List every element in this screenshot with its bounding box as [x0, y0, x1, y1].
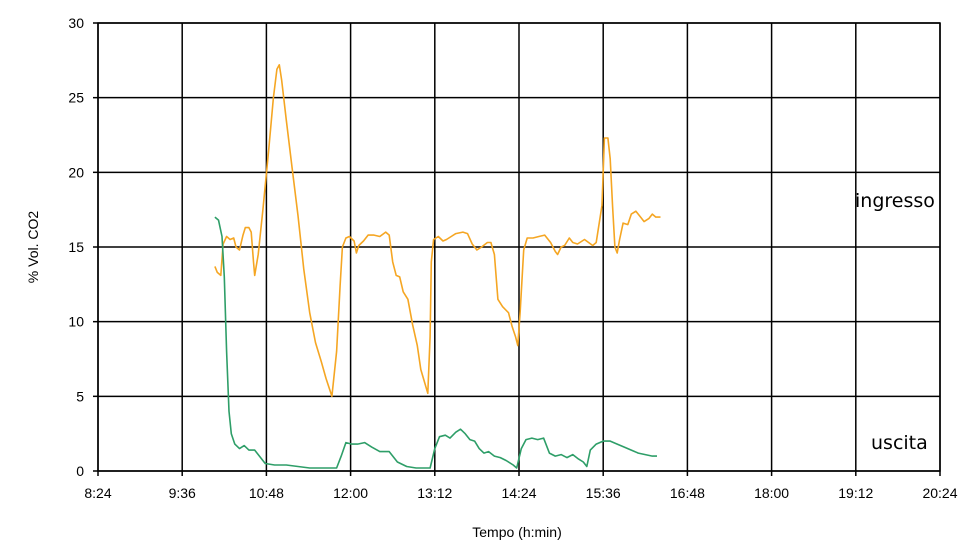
y-tick-label: 5 — [76, 388, 84, 404]
x-tick-label: 18:00 — [754, 485, 789, 501]
y-tick-label: 25 — [68, 90, 84, 106]
series-layer — [214, 64, 661, 469]
x-tick-label: 20:24 — [922, 485, 957, 501]
series-label-uscita: uscita — [871, 432, 928, 454]
y-tick-label: 20 — [68, 164, 84, 180]
x-tick-label: 10:48 — [249, 485, 284, 501]
x-tick-label: 12:00 — [333, 485, 368, 501]
y-axis-title: % Vol. CO2 — [25, 211, 41, 284]
y-tick-label: 30 — [68, 15, 84, 31]
x-tick-label: 19:12 — [838, 485, 873, 501]
y-tick-label: 10 — [68, 314, 84, 330]
x-tick-labels: 8:24 9:36 10:48 12:00 13:12 14:24 15:36 16:48 18… — [84, 471, 958, 501]
y-tick-label: 0 — [76, 463, 84, 479]
series-line-uscita — [214, 216, 657, 469]
y-tick-label: 15 — [68, 239, 84, 255]
x-axis-title: Tempo (h:min) — [472, 524, 561, 540]
x-tick-label: 15:36 — [586, 485, 621, 501]
y-tick-labels: 0 5 10 15 20 25 30 — [68, 15, 98, 479]
x-tick-label: 13:12 — [417, 485, 452, 501]
series-line-ingresso — [214, 64, 661, 398]
x-tick-label: 9:36 — [169, 485, 196, 501]
x-tick-label: 8:24 — [84, 485, 111, 501]
series-label-ingresso: ingresso — [855, 190, 935, 212]
x-tick-label: 16:48 — [670, 485, 705, 501]
x-tick-label: 14:24 — [501, 485, 536, 501]
series-labels: ingresso uscita — [855, 190, 935, 454]
